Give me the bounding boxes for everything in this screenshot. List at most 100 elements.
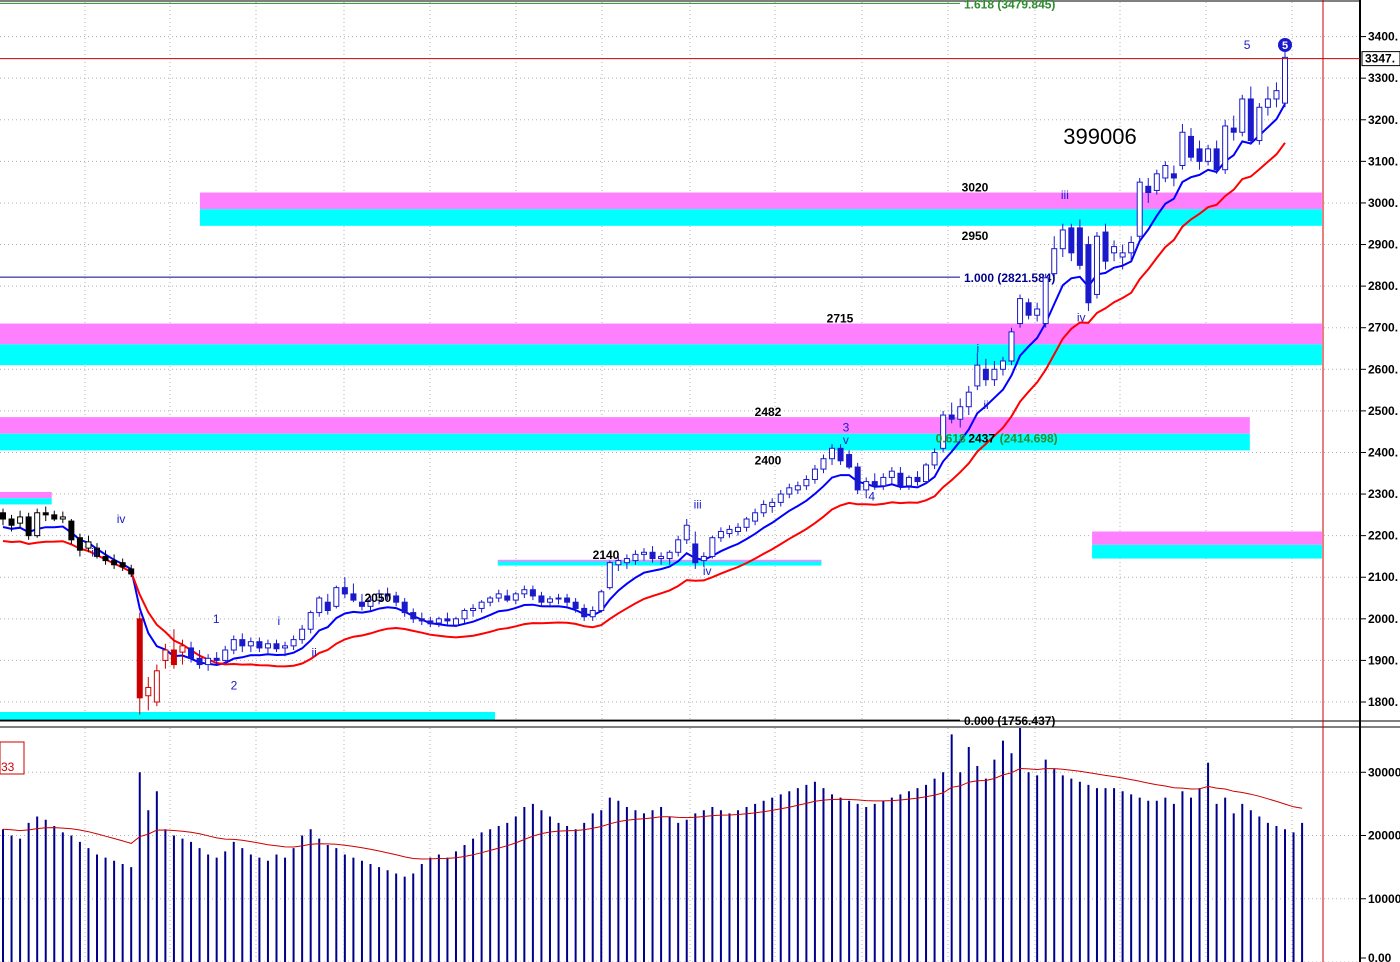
candle-body: [538, 595, 545, 603]
wave-label: iii: [1061, 188, 1069, 202]
candle-body: [1068, 227, 1075, 254]
candle-body: [1128, 241, 1135, 254]
candle-body: [205, 657, 212, 666]
candle-body: [1239, 98, 1246, 133]
candle-body: [153, 670, 160, 703]
candle-body: [487, 597, 494, 603]
wave-label: 3: [843, 421, 850, 435]
annotation-text: (2414.698): [1000, 431, 1058, 445]
candle-body: [239, 639, 246, 647]
candle-body: [25, 516, 32, 537]
price-tick-label: 3500: [1368, 0, 1395, 2]
candle-body: [1264, 98, 1271, 108]
candle-body: [974, 364, 981, 387]
candle-body: [188, 647, 195, 659]
candle-body: [1170, 173, 1177, 179]
annotations: 3020 2950 2715 2482 2400 2140 0.618 2437 (2414.6…: [364, 181, 1057, 605]
candle-body: [94, 547, 101, 557]
candle-body: [683, 524, 690, 541]
candle-body: [196, 657, 203, 666]
candle-body: [572, 601, 579, 609]
candle-body: [999, 360, 1006, 370]
candle-body: [1230, 127, 1237, 133]
volume-readout-box: [0, 741, 25, 775]
candle-body: [0, 512, 6, 520]
zone-band-magenta: [0, 323, 1322, 345]
candle-body: [948, 414, 955, 420]
candle-body: [555, 597, 562, 600]
candle-body: [837, 447, 844, 462]
candle-body: [290, 639, 297, 647]
volume-tick-label: 0.00: [1368, 951, 1392, 962]
wave-label: i: [977, 342, 980, 356]
wave-label: -5-: [1248, 0, 1263, 2]
zone-band-cyan: [1092, 544, 1322, 559]
fib-label: 1.618 (3479.845): [964, 0, 1055, 11]
candle-body: [341, 587, 348, 595]
candle-body: [461, 610, 468, 620]
candle-body: [1042, 277, 1049, 325]
candle-body: [282, 645, 289, 649]
price-tick-label: 2900.: [1368, 238, 1398, 252]
candle-body: [435, 618, 442, 624]
candle-body: [1222, 125, 1229, 171]
candle-body: [769, 501, 776, 508]
price-tick-label: 2600.: [1368, 362, 1398, 376]
candle-body: [581, 607, 588, 618]
volume-tick-label: 10000: [1368, 892, 1400, 906]
candle-body: [991, 368, 998, 381]
candle-body: [1196, 148, 1203, 162]
candle-body: [752, 512, 759, 522]
price-tick-label: 2300.: [1368, 487, 1398, 501]
zone-band-magenta: [199, 192, 1322, 210]
zone-band-magenta: [1092, 531, 1322, 545]
candle-body: [256, 641, 263, 649]
volume-tick-label: 20000: [1368, 829, 1400, 843]
candle-body: [452, 618, 459, 626]
candle-body: [777, 493, 784, 503]
wave-label: 4: [868, 489, 875, 503]
price-tick-label: 3000.: [1368, 196, 1398, 210]
candle-body: [811, 468, 818, 481]
candle-body: [546, 598, 553, 603]
candlesticks: [0, 49, 1288, 715]
candle-body: [111, 560, 118, 566]
price-tick-label: 1800.: [1368, 695, 1398, 709]
zone-band-cyan: [0, 344, 1322, 366]
candle-body: [717, 530, 724, 539]
wave-5-circle-marker: [1278, 38, 1292, 52]
wave-label: iii: [91, 545, 99, 559]
candle-body: [888, 470, 895, 478]
candle-body: [478, 601, 485, 609]
candle-body: [803, 479, 810, 487]
candle-body: [136, 618, 143, 699]
price-tick-label: 3200.: [1368, 113, 1398, 127]
wave-label: iv: [1077, 310, 1086, 324]
candle-body: [179, 645, 186, 653]
price-tick-label: 2000.: [1368, 612, 1398, 626]
candle-body: [623, 558, 630, 564]
candle-body: [427, 620, 434, 625]
candle-body: [794, 485, 801, 491]
candle-body: [1162, 165, 1169, 179]
wave-label: iv: [703, 564, 712, 578]
zone-band-magenta: [497, 559, 822, 562]
candle-body: [8, 518, 15, 526]
candle-body: [222, 649, 229, 661]
zone-band-magenta: [0, 491, 52, 499]
candle-body: [709, 537, 716, 557]
candle-body: [982, 368, 989, 381]
zone-band-cyan: [0, 498, 52, 505]
candle-body: [273, 643, 280, 650]
candle-body: [333, 587, 340, 607]
candle-body: [700, 555, 707, 562]
candle-body: [145, 686, 152, 697]
candle-body: [1093, 235, 1100, 295]
zone-label-top: 3020: [962, 181, 989, 195]
candle-body: [829, 447, 836, 460]
candle-body: [846, 454, 853, 468]
price-tick-label: 3300.: [1368, 71, 1398, 85]
fib-label: 0.000 (1756.437): [964, 714, 1055, 728]
candle-body: [512, 593, 519, 601]
